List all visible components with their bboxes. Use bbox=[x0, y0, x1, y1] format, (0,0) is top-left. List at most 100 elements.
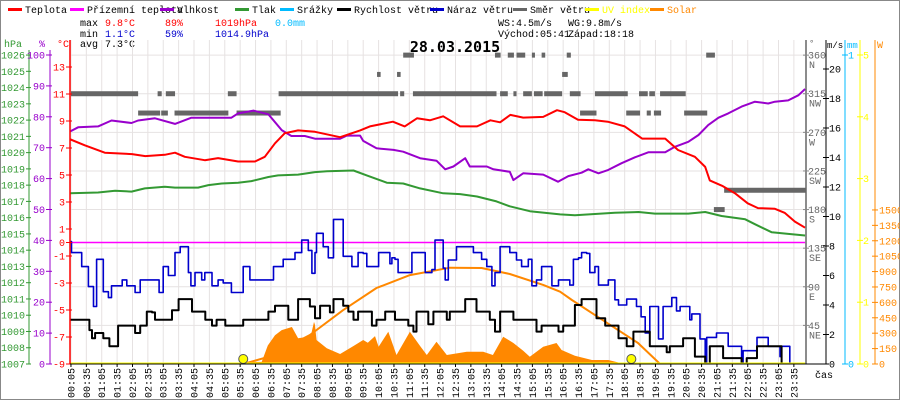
temperature-axis-unit: °C bbox=[57, 39, 69, 51]
axes: hPa% °C1007100810091010101110121013101410… bbox=[1, 39, 900, 398]
humidity-tick-label: 90 bbox=[33, 82, 45, 93]
chart-title: 28.03.2015 bbox=[410, 38, 500, 56]
humidity-line bbox=[70, 88, 806, 183]
solar-tick-label: 450 bbox=[879, 314, 897, 325]
stat-max-temp: 9.8°C bbox=[105, 18, 135, 30]
x-tick-label: 13:05 bbox=[467, 368, 478, 398]
wind-direction-bar bbox=[724, 187, 806, 193]
stat-avg-label: avg bbox=[80, 40, 98, 51]
x-tick-label: 12:35 bbox=[452, 368, 463, 398]
x-tick-label: 18:05 bbox=[621, 368, 632, 398]
pressure-tick-label: 1015 bbox=[1, 230, 25, 241]
pressure-tick-label: 1026 bbox=[1, 52, 25, 63]
solar-tick-label: 1050 bbox=[879, 253, 900, 264]
solar-axis-unit: W bbox=[877, 41, 883, 52]
legend-label: Rychlost větru bbox=[354, 5, 438, 17]
humidity-axis-unit: % bbox=[39, 40, 45, 51]
temperature-tick-label: 9 bbox=[59, 118, 65, 129]
legend-swatch-8 bbox=[585, 8, 599, 11]
stat-min-label: min bbox=[80, 29, 98, 41]
x-tick-label: 03:35 bbox=[175, 368, 186, 398]
direction-tick-value: 270 bbox=[808, 129, 826, 140]
humidity-tick-label: 0 bbox=[39, 361, 45, 372]
solar-tick-label: 150 bbox=[879, 345, 897, 356]
x-tick-label: 12:05 bbox=[437, 368, 448, 398]
x-tick-label: 14:05 bbox=[498, 368, 509, 398]
x-tick-label: 22:35 bbox=[760, 368, 771, 398]
wind-tick-label: 20 bbox=[829, 66, 841, 77]
x-tick-label: 17:05 bbox=[590, 368, 601, 398]
legend-swatch-3 bbox=[235, 8, 249, 11]
x-tick-label: 11:35 bbox=[421, 368, 432, 398]
wind-direction-bar bbox=[157, 91, 162, 97]
direction-tick-compass: W bbox=[809, 138, 815, 149]
uv-tick-label: 1 bbox=[863, 299, 869, 310]
stat-min-humidity: 59% bbox=[165, 30, 183, 41]
temperature-tick-label: 1 bbox=[59, 226, 65, 237]
wind-direction-bar bbox=[660, 91, 686, 97]
wind-direction-bar bbox=[684, 110, 708, 116]
wind-direction-bar bbox=[70, 91, 139, 97]
wind-direction-bar bbox=[533, 91, 543, 97]
humidity-tick-label: 50 bbox=[33, 206, 45, 217]
sunset-marker bbox=[626, 354, 637, 364]
wind-direction-bar bbox=[397, 71, 401, 77]
legend-label: Srážky bbox=[297, 5, 333, 17]
wind-direction-bar bbox=[507, 52, 514, 58]
solar-tick-label: 1350 bbox=[879, 222, 900, 233]
wind-direction-bar bbox=[541, 52, 546, 58]
wind-direction-bar bbox=[494, 52, 501, 58]
stat-max-label: max bbox=[80, 19, 98, 30]
humidity-tick-label: 30 bbox=[33, 268, 45, 279]
x-tick-label: 00:35 bbox=[83, 368, 94, 398]
wind-tick-label: 16 bbox=[829, 125, 841, 136]
legend-swatch-7 bbox=[513, 8, 527, 11]
uv-tick-label: 3 bbox=[863, 175, 869, 186]
direction-tick-value: 180 bbox=[808, 206, 826, 217]
x-tick-label: 01:35 bbox=[114, 368, 125, 398]
stat-max-pressure: 1019hPa bbox=[215, 18, 257, 30]
wind-direction-bar bbox=[227, 91, 237, 97]
solar-tick-label: 750 bbox=[879, 283, 897, 294]
pressure-tick-label: 1017 bbox=[1, 198, 25, 209]
wind-direction-bar bbox=[400, 91, 405, 97]
direction-tick-compass: N bbox=[809, 61, 815, 72]
x-tick-label: 15:35 bbox=[544, 368, 555, 398]
legend-swatch-9 bbox=[650, 8, 664, 11]
direction-tick-value: 45 bbox=[808, 322, 820, 333]
direction-tick-compass: SE bbox=[809, 254, 821, 265]
direction-tick-compass: SW bbox=[809, 177, 821, 188]
legend-label: Tlak bbox=[252, 5, 276, 17]
pressure-tick-label: 1025 bbox=[1, 68, 25, 79]
pressure-tick-label: 1020 bbox=[1, 149, 25, 160]
uv-tick-label: 2 bbox=[863, 237, 869, 248]
humidity-tick-label: 60 bbox=[33, 175, 45, 186]
legend-swatch-4 bbox=[280, 8, 294, 11]
stat-wind-speed: WS:4.5m/s bbox=[498, 18, 552, 30]
temperature-tick-label: 13 bbox=[53, 64, 65, 75]
direction-tick-compass: NE bbox=[809, 331, 821, 342]
wind-tick-label: 0 bbox=[829, 361, 835, 372]
wind-direction-bar bbox=[626, 110, 641, 116]
wind-direction-bar bbox=[500, 91, 508, 97]
legend-label: UV index bbox=[602, 5, 650, 17]
x-tick-label: 04:05 bbox=[191, 368, 202, 398]
temperature-tick-label: -1 bbox=[53, 253, 65, 264]
x-tick-label: 11:05 bbox=[406, 368, 417, 398]
pressure-line bbox=[70, 169, 806, 237]
solar-area bbox=[244, 321, 626, 364]
wind-direction-bar bbox=[403, 52, 414, 58]
solar-tick-label: 1200 bbox=[879, 237, 900, 248]
x-tick-label: 17:35 bbox=[606, 368, 617, 398]
temperature-tick-label: 0 bbox=[59, 239, 65, 250]
temperature-tick-label: -5 bbox=[53, 307, 65, 318]
legend-swatch-2 bbox=[160, 8, 174, 11]
humidity-tick-label: 20 bbox=[33, 299, 45, 310]
humidity-tick-label: 70 bbox=[33, 144, 45, 155]
legend-swatch-5 bbox=[337, 8, 351, 11]
solar-clear-sky-line bbox=[242, 266, 661, 364]
solar-tick-label: 0 bbox=[879, 361, 885, 372]
x-tick-label: 16:05 bbox=[560, 368, 571, 398]
wind-direction-bar bbox=[653, 110, 662, 116]
